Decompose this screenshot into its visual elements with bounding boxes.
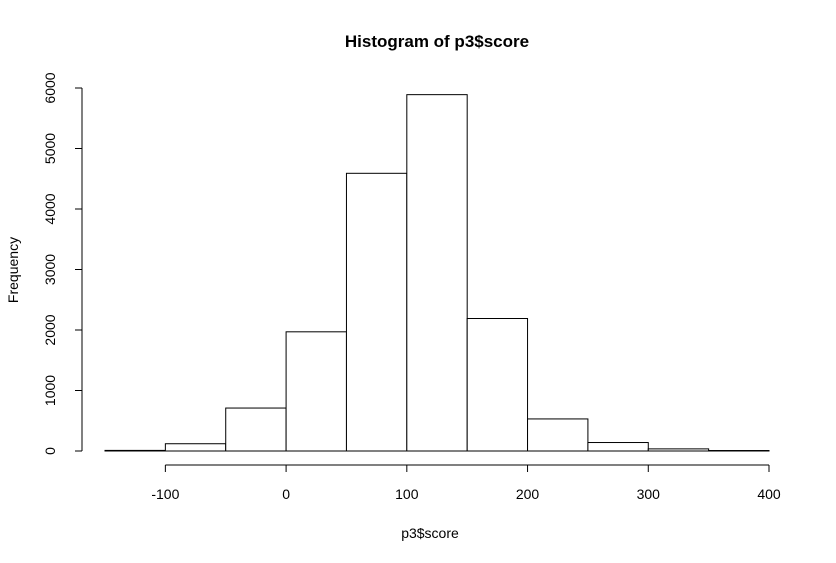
chart-title: Histogram of p3$score — [345, 32, 529, 51]
histogram-bar-8 — [587, 442, 649, 452]
x-axis: -100 0 100 200 300 400 — [151, 464, 781, 502]
x-tick-label: 200 — [516, 486, 540, 502]
histogram-bar-2 — [225, 407, 287, 452]
y-tick-label: 6000 — [42, 72, 58, 103]
x-tick-label: 0 — [282, 486, 290, 502]
x-tick-label: -100 — [151, 486, 179, 502]
histogram-bar-6 — [466, 318, 529, 452]
y-axis-label: Frequency — [5, 237, 21, 303]
y-axis: 0 1000 2000 3000 4000 5000 6000 — [42, 72, 83, 455]
histogram-bar-4 — [345, 172, 408, 452]
x-axis-label: p3$score — [401, 525, 459, 541]
histogram-bar-1 — [164, 443, 227, 452]
bars-group — [104, 94, 770, 452]
x-tick-label: 100 — [395, 486, 419, 502]
histogram-bar-3 — [285, 331, 347, 452]
x-tick-label: 300 — [637, 486, 661, 502]
histogram-bar-5 — [406, 94, 468, 452]
y-tick-label: 1000 — [42, 375, 58, 406]
y-tick-label: 2000 — [42, 314, 58, 345]
y-tick-label: 3000 — [42, 254, 58, 285]
histogram-bar-7 — [527, 418, 589, 452]
y-tick-label: 4000 — [42, 193, 58, 224]
y-tick-label: 5000 — [42, 133, 58, 164]
y-tick-label: 0 — [42, 447, 58, 455]
x-tick-label: 400 — [757, 486, 781, 502]
histogram-bar-0 — [104, 449, 166, 452]
histogram-bar-9 — [647, 448, 710, 452]
